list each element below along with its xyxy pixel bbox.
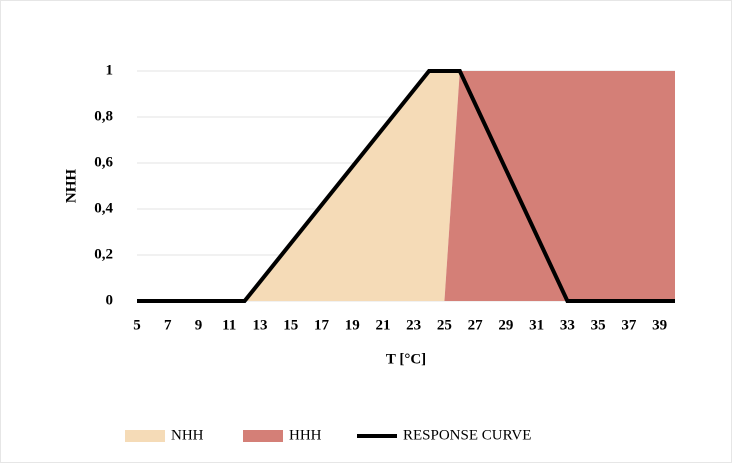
y-axis-label: NHH (63, 169, 79, 204)
x-tick-label: 19 (345, 317, 360, 333)
x-tick-label: 35 (591, 317, 606, 333)
x-tick-label: 33 (560, 317, 575, 333)
y-tick-label: 0,6 (94, 154, 113, 170)
legend-swatch (243, 430, 283, 442)
x-tick-label: 9 (195, 317, 203, 333)
x-tick-label: 15 (283, 317, 298, 333)
x-tick-label: 5 (133, 317, 141, 333)
x-axis-label: T [°C] (386, 351, 426, 367)
response-line (137, 69, 675, 303)
y-tick-label: 0,2 (94, 246, 113, 262)
x-tick-label: 29 (498, 317, 513, 333)
x-tick-label: 17 (314, 317, 330, 333)
x-tick-label: 31 (529, 317, 544, 333)
x-tick-label: 23 (406, 317, 421, 333)
x-tick-label: 7 (164, 317, 172, 333)
x-tick-label: 21 (375, 317, 390, 333)
legend-label: HHH (289, 427, 322, 443)
legend-swatch (125, 430, 165, 442)
x-tick-label: 13 (252, 317, 267, 333)
x-tick-label: 37 (621, 317, 637, 333)
area (444, 71, 675, 301)
x-tick-label: 11 (222, 317, 236, 333)
legend-label: RESPONSE CURVE (403, 427, 531, 443)
x-tick-label: 27 (468, 317, 484, 333)
area (244, 71, 460, 301)
y-tick-label: 0,4 (94, 200, 113, 216)
x-tick-label: 39 (652, 317, 667, 333)
x-tick-label: 25 (437, 317, 452, 333)
legend-label: NHH (171, 427, 204, 443)
y-tick-label: 0 (106, 292, 114, 308)
y-tick-label: 1 (106, 62, 114, 78)
y-tick-label: 0,8 (94, 108, 113, 124)
